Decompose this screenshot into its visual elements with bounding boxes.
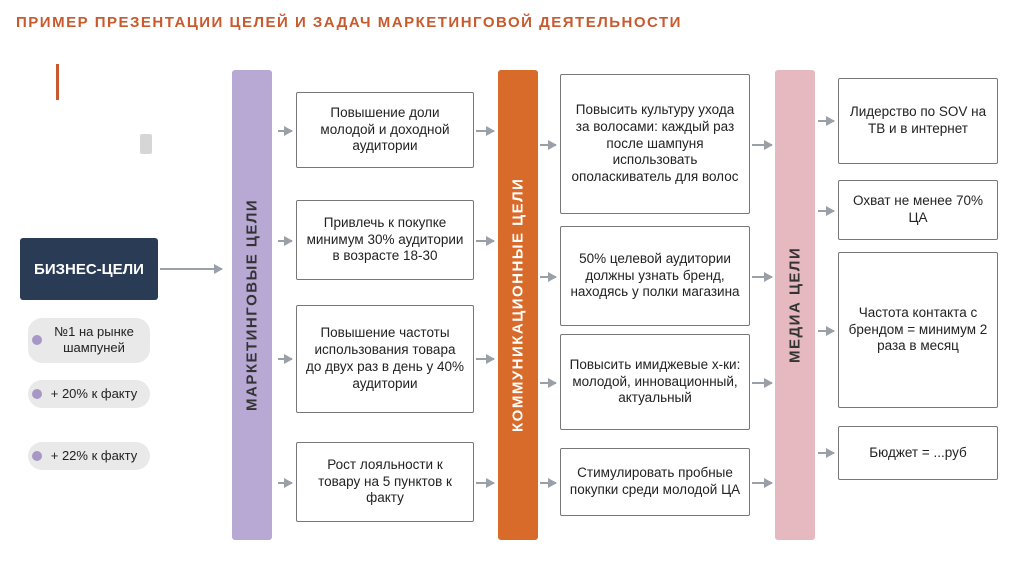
comm-card: Повысить имиджевые х-ки: молодой, иннова…	[560, 334, 750, 430]
arrow-icon	[752, 382, 772, 384]
arrow-icon	[540, 276, 556, 278]
business-goals-box: БИЗНЕС-ЦЕЛИ	[20, 238, 158, 300]
vbar-media: МЕДИА ЦЕЛИ	[775, 70, 815, 540]
business-pill: + 20% к факту	[28, 380, 150, 408]
arrow-icon	[476, 240, 494, 242]
vbar-marketing: МАРКЕТИНГОВЫЕ ЦЕЛИ	[232, 70, 272, 540]
arrow-icon	[540, 482, 556, 484]
arrow-icon	[818, 330, 834, 332]
media-card: Бюджет = ...руб	[838, 426, 998, 480]
media-card: Частота контакта с брендом = минимум 2 р…	[838, 252, 998, 408]
arrow-icon	[752, 144, 772, 146]
marketing-card: Повышение частоты использования товара д…	[296, 305, 474, 413]
page-title: ПРИМЕР ПРЕЗЕНТАЦИИ ЦЕЛЕЙ И ЗАДАЧ МАРКЕТИ…	[16, 14, 682, 31]
arrow-icon	[278, 130, 292, 132]
arrow-icon	[540, 144, 556, 146]
arrow-icon	[818, 452, 834, 454]
vbar-comm: КОММУНИКАЦИОННЫЕ ЦЕЛИ	[498, 70, 538, 540]
arrow-icon	[818, 210, 834, 212]
decorative-block	[140, 134, 152, 154]
media-card: Лидерство по SOV на ТВ и в интернет	[838, 78, 998, 164]
accent-bar	[56, 64, 59, 100]
business-pill: №1 на рынке шампуней	[28, 318, 150, 363]
arrow-icon	[752, 482, 772, 484]
arrow-icon	[818, 120, 834, 122]
marketing-card: Повышение доли молодой и доходной аудито…	[296, 92, 474, 168]
arrow-icon	[160, 268, 222, 270]
media-card: Охват не менее 70% ЦА	[838, 180, 998, 240]
marketing-card: Рост лояльности к товару на 5 пунктов к …	[296, 442, 474, 522]
arrow-icon	[476, 358, 494, 360]
arrow-icon	[278, 358, 292, 360]
comm-card: Стимулировать пробные покупки среди моло…	[560, 448, 750, 516]
comm-card: 50% целевой аудитории должны узнать брен…	[560, 226, 750, 326]
arrow-icon	[278, 240, 292, 242]
arrow-icon	[476, 482, 494, 484]
arrow-icon	[476, 130, 494, 132]
arrow-icon	[540, 382, 556, 384]
comm-card: Повысить культуру ухода за волосами: каж…	[560, 74, 750, 214]
business-pill: + 22% к факту	[28, 442, 150, 470]
marketing-card: Привлечь к покупке минимум 30% аудитории…	[296, 200, 474, 280]
arrow-icon	[752, 276, 772, 278]
arrow-icon	[278, 482, 292, 484]
